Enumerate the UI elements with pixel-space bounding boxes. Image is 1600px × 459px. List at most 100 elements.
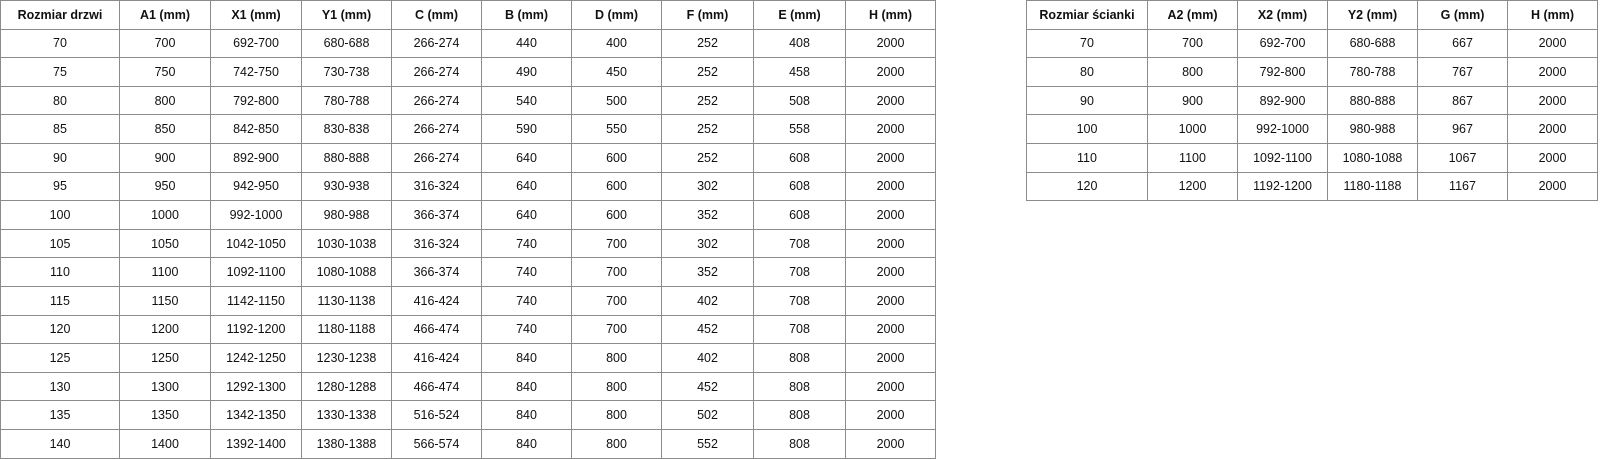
table-cell: 708 <box>753 257 846 287</box>
table-row: 90 900 892-900 880-888 266-274 640 600 252 608 20… <box>0 142 936 173</box>
table-cell: 700 <box>571 285 662 316</box>
table-header-row: Rozmiar drzwi A1 (mm) X1 (mm) Y1 (mm) C (mm)… <box>0 0 936 30</box>
table-cell: 2000 <box>845 257 936 287</box>
table-cell: 2000 <box>1507 142 1598 173</box>
table-cell: 552 <box>661 428 754 459</box>
table-row: 80 800 792-800 780-788 767 2000 <box>1026 57 1598 87</box>
table-row: 80 800 792-800 780-788 266-274 540 500 252 508 20… <box>0 85 936 116</box>
table-cell: 980-988 <box>301 200 392 230</box>
table-cell: 708 <box>753 228 846 259</box>
table-cell: 792-800 <box>210 85 302 116</box>
table-cell: 490 <box>481 57 572 87</box>
table-cell: 880-888 <box>301 142 392 173</box>
table-row: 110 1100 1092-1100 1080-1088 366-374 740 700 35… <box>0 257 936 287</box>
table-cell: 840 <box>481 371 572 402</box>
table-cell: 130 <box>0 371 120 402</box>
table-cell: 750 <box>119 57 211 87</box>
table-cell: 1400 <box>119 428 211 459</box>
table-cell: 1150 <box>119 285 211 316</box>
table-cell: 1167 <box>1417 171 1508 202</box>
table-cell: 800 <box>571 428 662 459</box>
table-cell: 1180-1188 <box>1327 171 1418 202</box>
table-cell: 892-900 <box>1237 85 1328 116</box>
table-cell: 70 <box>0 28 120 59</box>
table-cell: 600 <box>571 171 662 202</box>
table-cell: 1000 <box>119 200 211 230</box>
column-header: D (mm) <box>571 0 662 30</box>
table-cell: 992-1000 <box>1237 114 1328 144</box>
table-cell: 2000 <box>845 85 936 116</box>
wall-sizes-table: Rozmiar ścianki A2 (mm) X2 (mm) Y2 (mm) G (m… <box>1026 0 1598 202</box>
table-row: 120 1200 1192-1200 1180-1188 466-474 740 700 45… <box>0 314 936 345</box>
table-cell: 458 <box>753 57 846 87</box>
table-cell: 140 <box>0 428 120 459</box>
table-cell: 700 <box>571 228 662 259</box>
table-cell: 90 <box>1026 85 1148 116</box>
table-row: 95 950 942-950 930-938 316-324 640 600 302 608 20… <box>0 171 936 202</box>
column-header: A2 (mm) <box>1147 0 1238 30</box>
table-cell: 730-738 <box>301 57 392 87</box>
table-cell: 1200 <box>119 314 211 345</box>
table-cell: 1250 <box>119 343 211 373</box>
table-cell: 1080-1088 <box>301 257 392 287</box>
table-cell: 1067 <box>1417 142 1508 173</box>
table-cell: 2000 <box>845 142 936 173</box>
table-cell: 930-938 <box>301 171 392 202</box>
table-cell: 1000 <box>1147 114 1238 144</box>
table-cell: 842-850 <box>210 114 302 144</box>
table-cell: 700 <box>571 257 662 287</box>
table-cell: 110 <box>1026 142 1148 173</box>
table-cell: 892-900 <box>210 142 302 173</box>
table-cell: 302 <box>661 228 754 259</box>
table-cell: 1350 <box>119 400 211 430</box>
table-cell: 808 <box>753 428 846 459</box>
column-header: G (mm) <box>1417 0 1508 30</box>
table-cell: 416-424 <box>391 343 482 373</box>
table-cell: 352 <box>661 257 754 287</box>
door-sizes-table: Rozmiar drzwi A1 (mm) X1 (mm) Y1 (mm) C (mm)… <box>0 0 936 459</box>
table-cell: 608 <box>753 142 846 173</box>
table-cell: 667 <box>1417 28 1508 59</box>
table-cell: 2000 <box>845 314 936 345</box>
table-cell: 840 <box>481 400 572 430</box>
table-cell: 800 <box>571 343 662 373</box>
table-cell: 942-950 <box>210 171 302 202</box>
table-cell: 316-324 <box>391 228 482 259</box>
table-cell: 80 <box>0 85 120 116</box>
table-cell: 680-688 <box>301 28 392 59</box>
table-cell: 900 <box>1147 85 1238 116</box>
table-cell: 640 <box>481 200 572 230</box>
table-cell: 75 <box>0 57 120 87</box>
table-cell: 540 <box>481 85 572 116</box>
table-cell: 967 <box>1417 114 1508 144</box>
table-cell: 90 <box>0 142 120 173</box>
column-header: C (mm) <box>391 0 482 30</box>
table-cell: 100 <box>1026 114 1148 144</box>
table-cell: 600 <box>571 142 662 173</box>
table-cell: 566-574 <box>391 428 482 459</box>
table-cell: 1050 <box>119 228 211 259</box>
table-cell: 2000 <box>845 428 936 459</box>
table-cell: 2000 <box>1507 28 1598 59</box>
table-cell: 252 <box>661 57 754 87</box>
table-cell: 402 <box>661 285 754 316</box>
table-cell: 608 <box>753 171 846 202</box>
table-cell: 1080-1088 <box>1327 142 1418 173</box>
table-cell: 266-274 <box>391 114 482 144</box>
table-cell: 767 <box>1417 57 1508 87</box>
table-cell: 2000 <box>845 171 936 202</box>
column-header: E (mm) <box>753 0 846 30</box>
table-cell: 740 <box>481 228 572 259</box>
table-cell: 120 <box>0 314 120 345</box>
table-cell: 502 <box>661 400 754 430</box>
table-cell: 867 <box>1417 85 1508 116</box>
table-cell: 1330-1338 <box>301 400 392 430</box>
column-header: Y2 (mm) <box>1327 0 1418 30</box>
table-cell: 1030-1038 <box>301 228 392 259</box>
table-cell: 452 <box>661 371 754 402</box>
table-cell: 1100 <box>119 257 211 287</box>
table-cell: 100 <box>0 200 120 230</box>
table-cell: 740 <box>481 257 572 287</box>
table-cell: 316-324 <box>391 171 482 202</box>
table-cell: 1392-1400 <box>210 428 302 459</box>
